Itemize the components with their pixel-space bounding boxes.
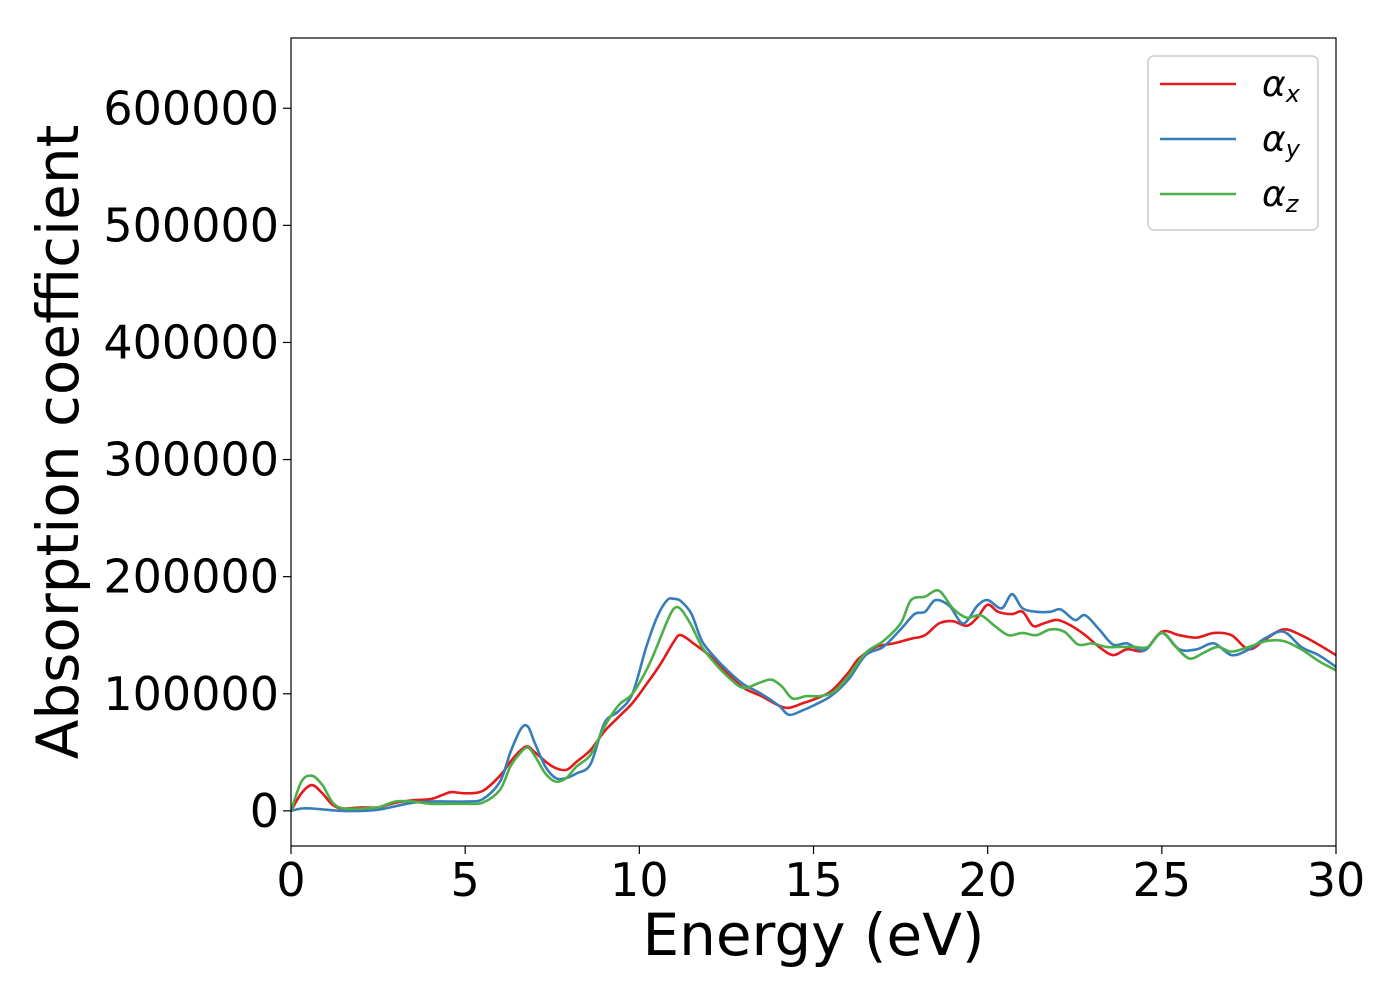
- y-tick-label: 100000: [103, 667, 279, 721]
- y-axis-title: Absorption coefficient: [24, 125, 92, 760]
- legend: αx αy αz: [1147, 55, 1319, 231]
- legend-box: [1147, 55, 1319, 231]
- y-tick-label: 300000: [103, 433, 279, 487]
- legend-label-x: αx: [1262, 64, 1301, 108]
- x-tick-label: 30: [1307, 853, 1366, 907]
- y-tick-label: 200000: [103, 550, 279, 604]
- x-tick-label: 20: [958, 853, 1017, 907]
- x-tick-label: 25: [1133, 853, 1192, 907]
- x-tick-label: 10: [610, 853, 669, 907]
- legend-label-y: αy: [1262, 119, 1301, 163]
- plot-lines: [291, 589, 1336, 813]
- y-tick-label: 500000: [103, 198, 279, 252]
- x-tick-label: 15: [784, 853, 843, 907]
- series-line-z: [291, 589, 1336, 812]
- series-line-x: [291, 603, 1336, 812]
- legend-label-z: αz: [1262, 174, 1300, 218]
- y-tick-label: 0: [250, 784, 279, 838]
- x-axis-title: Energy (eV): [642, 901, 984, 969]
- x-axis-ticks: 0 5 10 15 20 25 30: [276, 846, 1365, 907]
- series-line-y: [291, 592, 1336, 813]
- x-tick-label: 0: [276, 853, 305, 907]
- y-tick-label: 600000: [103, 81, 279, 135]
- x-tick-label: 5: [451, 853, 480, 907]
- y-axis-ticks: 0 100000 200000 300000 400000 500000 600000: [103, 81, 291, 838]
- y-tick-label: 400000: [103, 315, 279, 369]
